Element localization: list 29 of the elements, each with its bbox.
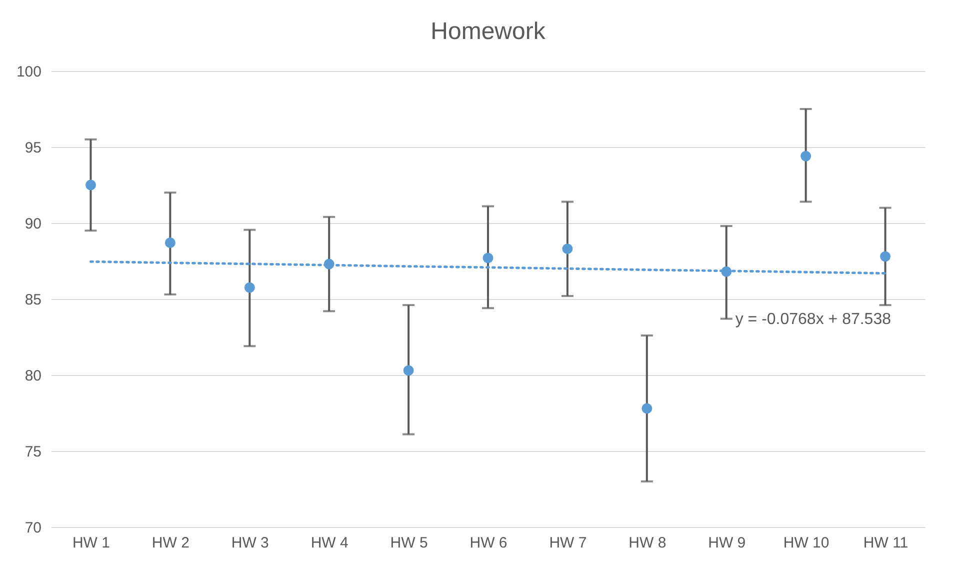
y-tick-label: 95: [24, 140, 42, 156]
point: [642, 403, 652, 414]
point: [85, 180, 96, 190]
x-tick-label: HW 3: [231, 534, 269, 552]
x-tick-label: HW 11: [863, 534, 908, 552]
point: [562, 244, 573, 254]
point: [880, 251, 891, 262]
point: [800, 150, 812, 162]
x-tick-label: HW 10: [783, 534, 830, 552]
y-tick-label: 75: [24, 444, 42, 460]
chart-title: Homework: [430, 18, 546, 45]
x-tick-label: HW 9: [708, 534, 746, 552]
y-tick-label: 80: [24, 368, 42, 384]
x-tick-label: HW 2: [152, 534, 190, 552]
y-tick-label: 100: [16, 64, 42, 80]
y-tick-label: 90: [24, 216, 42, 232]
x-tick-label: HW 8: [628, 534, 666, 552]
y-tick-label: 70: [24, 520, 42, 536]
point: [403, 365, 414, 376]
annotation: y = -0.0768x + 87.538: [735, 311, 892, 328]
point: [244, 282, 255, 293]
x-tick-label: HW 7: [549, 534, 587, 552]
x-tick-label: HW 1: [72, 534, 110, 552]
point: [164, 238, 176, 248]
x-tick-label: HW 5: [390, 534, 428, 552]
y-tick-label: 85: [24, 292, 42, 308]
x-tick-label: HW 4: [310, 534, 348, 552]
point: [482, 252, 494, 264]
x-tick-label: HW 6: [470, 534, 508, 552]
